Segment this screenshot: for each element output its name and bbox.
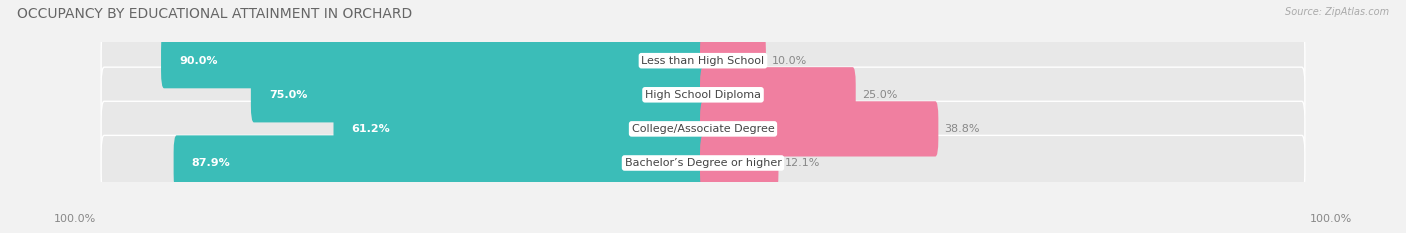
FancyBboxPatch shape [700,135,779,191]
Text: 12.1%: 12.1% [785,158,820,168]
FancyBboxPatch shape [250,67,706,122]
FancyBboxPatch shape [101,67,706,122]
FancyBboxPatch shape [700,101,1305,157]
Text: 25.0%: 25.0% [862,90,897,100]
FancyBboxPatch shape [101,33,706,88]
FancyBboxPatch shape [173,135,706,191]
Text: High School Diploma: High School Diploma [645,90,761,100]
Text: 90.0%: 90.0% [179,56,218,66]
FancyBboxPatch shape [333,101,706,157]
FancyBboxPatch shape [700,135,1305,191]
Legend: Owner-occupied, Renter-occupied: Owner-occupied, Renter-occupied [582,230,824,233]
FancyBboxPatch shape [700,67,856,122]
Text: 75.0%: 75.0% [269,90,307,100]
FancyBboxPatch shape [101,101,706,157]
FancyBboxPatch shape [700,67,1305,122]
Text: 87.9%: 87.9% [191,158,231,168]
FancyBboxPatch shape [700,33,1305,88]
Text: 100.0%: 100.0% [53,214,96,224]
Text: Source: ZipAtlas.com: Source: ZipAtlas.com [1285,7,1389,17]
Text: OCCUPANCY BY EDUCATIONAL ATTAINMENT IN ORCHARD: OCCUPANCY BY EDUCATIONAL ATTAINMENT IN O… [17,7,412,21]
Text: Less than High School: Less than High School [641,56,765,66]
Text: 38.8%: 38.8% [945,124,980,134]
Text: 100.0%: 100.0% [1310,214,1353,224]
FancyBboxPatch shape [700,101,938,157]
FancyBboxPatch shape [700,33,766,88]
Text: Bachelor’s Degree or higher: Bachelor’s Degree or higher [624,158,782,168]
Text: 10.0%: 10.0% [772,56,807,66]
FancyBboxPatch shape [101,135,706,191]
Text: College/Associate Degree: College/Associate Degree [631,124,775,134]
Text: 61.2%: 61.2% [352,124,391,134]
FancyBboxPatch shape [162,33,706,88]
